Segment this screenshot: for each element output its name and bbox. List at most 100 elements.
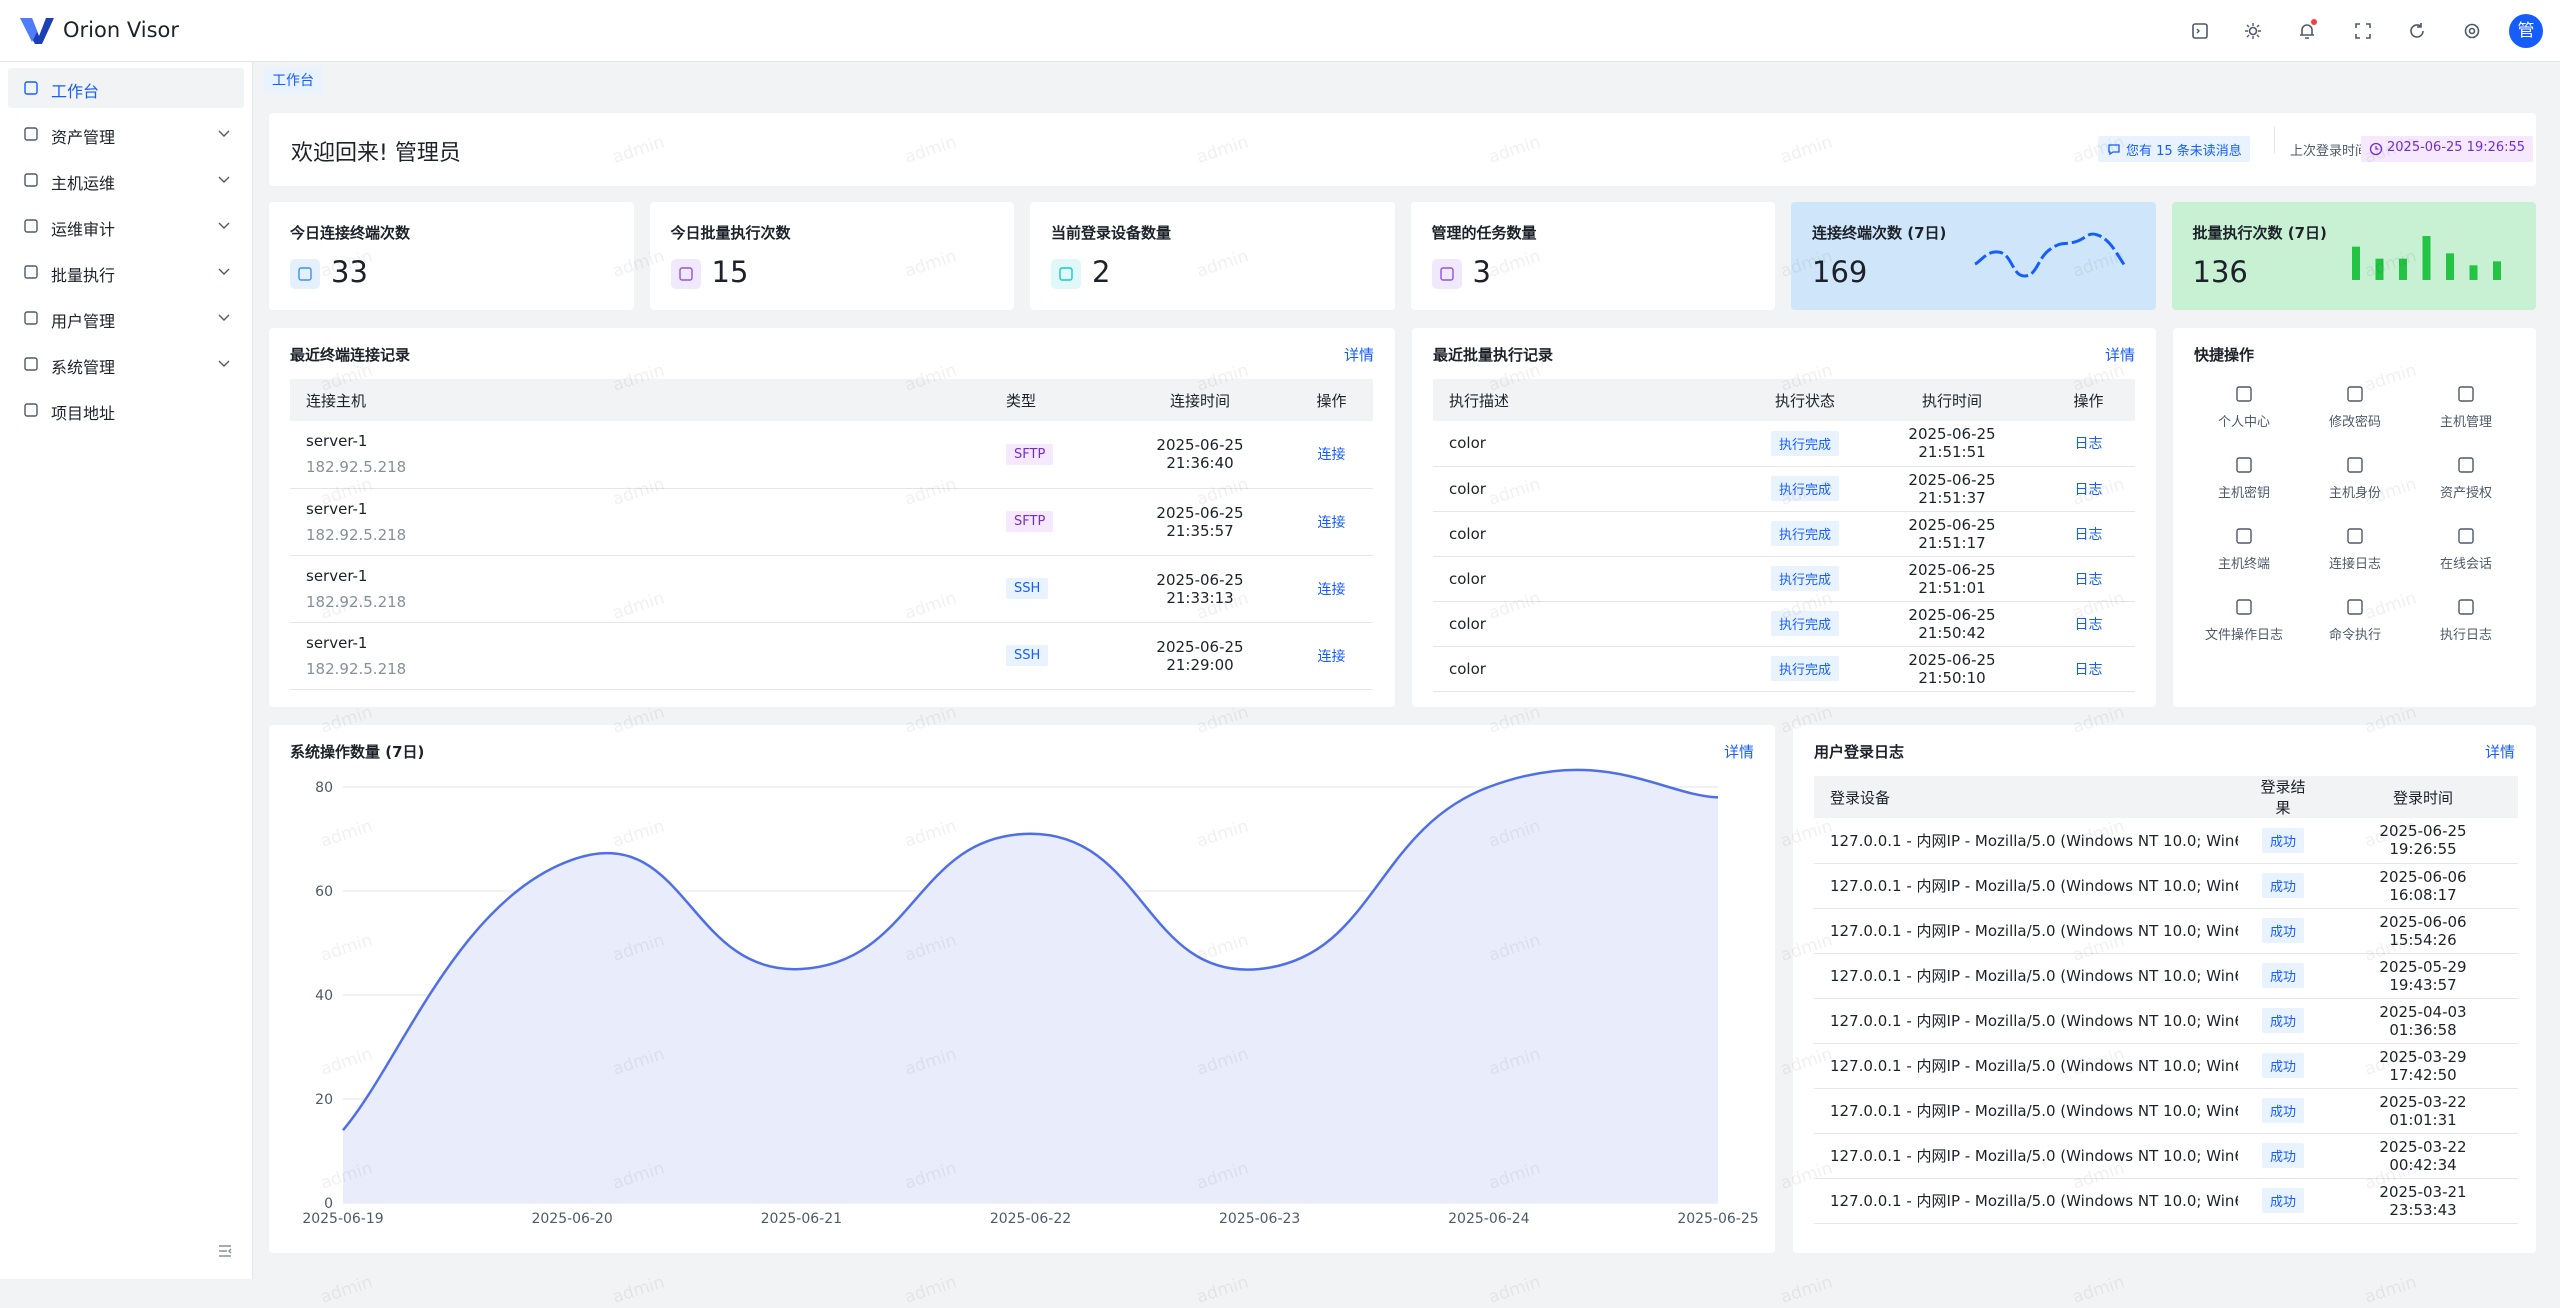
quick-action[interactable]: 主机身份: [2300, 456, 2410, 501]
connect-link[interactable]: 连接: [1317, 648, 1346, 665]
menu-item[interactable]: 工作台: [8, 68, 244, 108]
menu-item[interactable]: 资产管理: [8, 114, 244, 154]
notice-icon[interactable]: [2297, 19, 2317, 41]
table-cell: 执行完成: [1748, 421, 1862, 467]
stat-icon: [290, 259, 320, 289]
quick-label: 主机身份: [2328, 486, 2381, 501]
y-tick-label: 20: [315, 1092, 333, 1108]
table-row: 127.0.0.1 - 内网IP - Mozilla/5.0 (Windows …: [1814, 863, 2518, 909]
status-tag: 执行完成: [1770, 611, 1839, 636]
connect-link[interactable]: 连接: [1317, 581, 1346, 598]
table-cell: 成功: [2238, 1088, 2328, 1134]
stat-value: 3: [1472, 255, 1491, 289]
table-row: 127.0.0.1 - 内网IP - Mozilla/5.0 (Windows …: [1814, 908, 2518, 954]
icon-shape: [2347, 528, 2363, 544]
stat-card: 今日批量执行次数 15: [649, 202, 1014, 310]
x-tick-label: 2025-06-19: [302, 1211, 383, 1227]
quick-action[interactable]: 主机密钥: [2189, 456, 2299, 501]
detail-link[interactable]: 详情: [1343, 346, 1374, 364]
table-row: 127.0.0.1 - 内网IP - Mozilla/5.0 (Windows …: [1814, 1043, 2518, 1089]
column-header: 执行描述: [1433, 379, 1748, 421]
quick-action[interactable]: 在线会话: [2411, 527, 2521, 572]
device: 127.0.0.1 - 内网IP - Mozilla/5.0 (Windows …: [1830, 1147, 2238, 1165]
detail-link[interactable]: 详情: [1723, 743, 1754, 761]
table-cell: 执行完成: [1748, 601, 1862, 647]
terminal-icon[interactable]: [2190, 21, 2210, 41]
quick-action[interactable]: 主机管理: [2411, 385, 2521, 430]
spark-bar: [2445, 253, 2454, 280]
quick-action[interactable]: 命令执行: [2300, 598, 2410, 643]
result-tag: 成功: [2261, 963, 2304, 988]
menu-item[interactable]: 系统管理: [8, 344, 244, 384]
watermark: admin: [902, 1272, 960, 1308]
menu-item[interactable]: 项目地址: [8, 390, 244, 430]
quick-icon: [2236, 599, 2252, 615]
stat-card: 管理的任务数量 3: [1410, 202, 1775, 310]
table-cell: SFTP: [990, 421, 1110, 489]
connect-link[interactable]: 连接: [1317, 447, 1346, 464]
watermark: admin: [318, 1272, 376, 1308]
fullscreen-icon[interactable]: [2353, 21, 2373, 41]
settings-icon[interactable]: [2462, 21, 2482, 41]
column-header: 操作: [1290, 379, 1373, 421]
icon-shape: [2347, 386, 2363, 402]
quick-action[interactable]: 修改密码: [2300, 385, 2410, 430]
spark-bar: [2375, 258, 2383, 280]
quick-icon: [2236, 457, 2252, 473]
menu-item[interactable]: 主机运维: [8, 160, 244, 200]
quick-action[interactable]: 连接日志: [2300, 527, 2410, 572]
breadcrumb[interactable]: 工作台: [264, 67, 322, 93]
table-cell: 成功: [2238, 1133, 2328, 1179]
table-cell: 成功: [2238, 863, 2328, 909]
column-header: 连接时间: [1110, 379, 1290, 421]
quick-action[interactable]: 资产授权: [2411, 456, 2521, 501]
theme-icon[interactable]: [2243, 21, 2263, 41]
menu-item[interactable]: 用户管理: [8, 298, 244, 338]
avatar[interactable]: 管: [2509, 14, 2543, 48]
log-link[interactable]: 日志: [2074, 616, 2103, 633]
log-link[interactable]: 日志: [2074, 571, 2103, 588]
quick-action[interactable]: 文件操作日志: [2189, 598, 2299, 643]
menu-item[interactable]: 运维审计: [8, 206, 244, 246]
description: color: [1449, 524, 1486, 543]
menu-label: 批量执行: [51, 266, 116, 285]
detail-link[interactable]: 详情: [2104, 346, 2135, 364]
chevron: [218, 176, 230, 183]
log-link[interactable]: 日志: [2074, 526, 2103, 543]
icon-shape: [24, 265, 38, 279]
watermark: admin: [2362, 1272, 2420, 1308]
quick-action[interactable]: 个人中心: [2189, 385, 2299, 430]
quick-action[interactable]: 执行日志: [2411, 598, 2521, 643]
log-link[interactable]: 日志: [2074, 481, 2103, 498]
stat-card: 今日连接终端次数 33: [269, 202, 634, 310]
sparkline: [1974, 232, 2127, 278]
table-row: 127.0.0.1 - 内网IP - Mozilla/5.0 (Windows …: [1814, 1088, 2518, 1134]
table-row: color 执行完成 2025-06-25 21:51:17 日志: [1433, 511, 2135, 557]
unread-pill[interactable]: 您有 15 条未读消息: [2098, 136, 2250, 162]
time: 2025-06-25 21:50:42: [1908, 605, 1996, 642]
connect-link[interactable]: 连接: [1317, 514, 1346, 531]
log-link[interactable]: 日志: [2074, 661, 2103, 678]
menu-label: 系统管理: [51, 358, 116, 377]
table-row: server-1 182.92.5.218 SSH 2025-06-25 21:29:…: [290, 622, 1373, 690]
log-link[interactable]: 日志: [2074, 436, 2103, 453]
quick-label: 修改密码: [2328, 415, 2381, 430]
menu-item[interactable]: 批量执行: [8, 252, 244, 292]
detail-link[interactable]: 详情: [2484, 743, 2515, 761]
icon-shape: [2347, 457, 2363, 473]
quick-label: 个人中心: [2217, 415, 2270, 430]
collapse-icon[interactable]: [216, 1242, 234, 1260]
time: 2025-03-22 00:42:34: [2379, 1137, 2467, 1174]
icon-shape: [2236, 386, 2252, 402]
spark-bar: [2492, 261, 2501, 280]
quick-label: 资产授权: [2439, 486, 2492, 501]
table-cell: 127.0.0.1 - 内网IP - Mozilla/5.0 (Windows …: [1814, 953, 2238, 999]
table: 登录设备 登录结果 登录时间 127.0.0.1 - 内网IP - Mozilla/5…: [1814, 776, 2518, 1224]
chevron-path: [218, 130, 230, 137]
time: 2025-06-06 15:54:26: [2379, 912, 2467, 949]
quick-action[interactable]: 主机终端: [2189, 527, 2299, 572]
divider: [2274, 127, 2275, 153]
refresh-icon[interactable]: [2407, 21, 2427, 41]
spark-card: 连接终端次数 (7日) 169: [1791, 202, 2156, 310]
stat-glyph: [298, 267, 312, 281]
